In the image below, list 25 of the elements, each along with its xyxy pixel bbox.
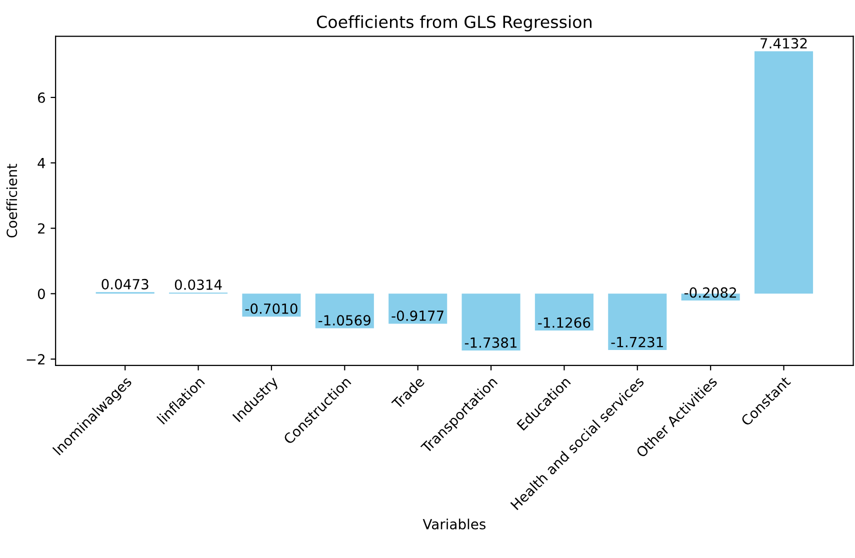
bar [754, 51, 814, 294]
y-tick-label: 6 [38, 92, 45, 103]
data-label: 7.4132 [760, 38, 807, 49]
data-label: -1.0569 [318, 315, 370, 326]
data-label: -1.7381 [464, 337, 517, 348]
y-tick-label: 2 [38, 223, 44, 234]
bar [608, 294, 667, 350]
chart-title: Coefficients from GLS Regression [316, 15, 592, 32]
bar [242, 294, 301, 317]
y-axis-title: Coefficient [6, 164, 18, 238]
y-tick-label: 4 [38, 158, 46, 168]
data-label: -1.7231 [611, 336, 663, 348]
y-tick-label: −2 [26, 354, 44, 364]
bar [534, 294, 594, 331]
data-label: -1.1266 [538, 317, 590, 328]
x-axis-title: Variables [422, 518, 486, 530]
bar [388, 294, 448, 324]
data-label: -0.9177 [392, 310, 444, 322]
data-label: -0.7010 [245, 303, 298, 314]
data-label: 0.0314 [174, 279, 222, 290]
data-label: 0.0473 [102, 278, 148, 290]
bar [462, 294, 520, 351]
bar [315, 294, 374, 328]
y-tick-label: 0 [38, 288, 45, 300]
data-label: -0.2082 [684, 287, 736, 298]
